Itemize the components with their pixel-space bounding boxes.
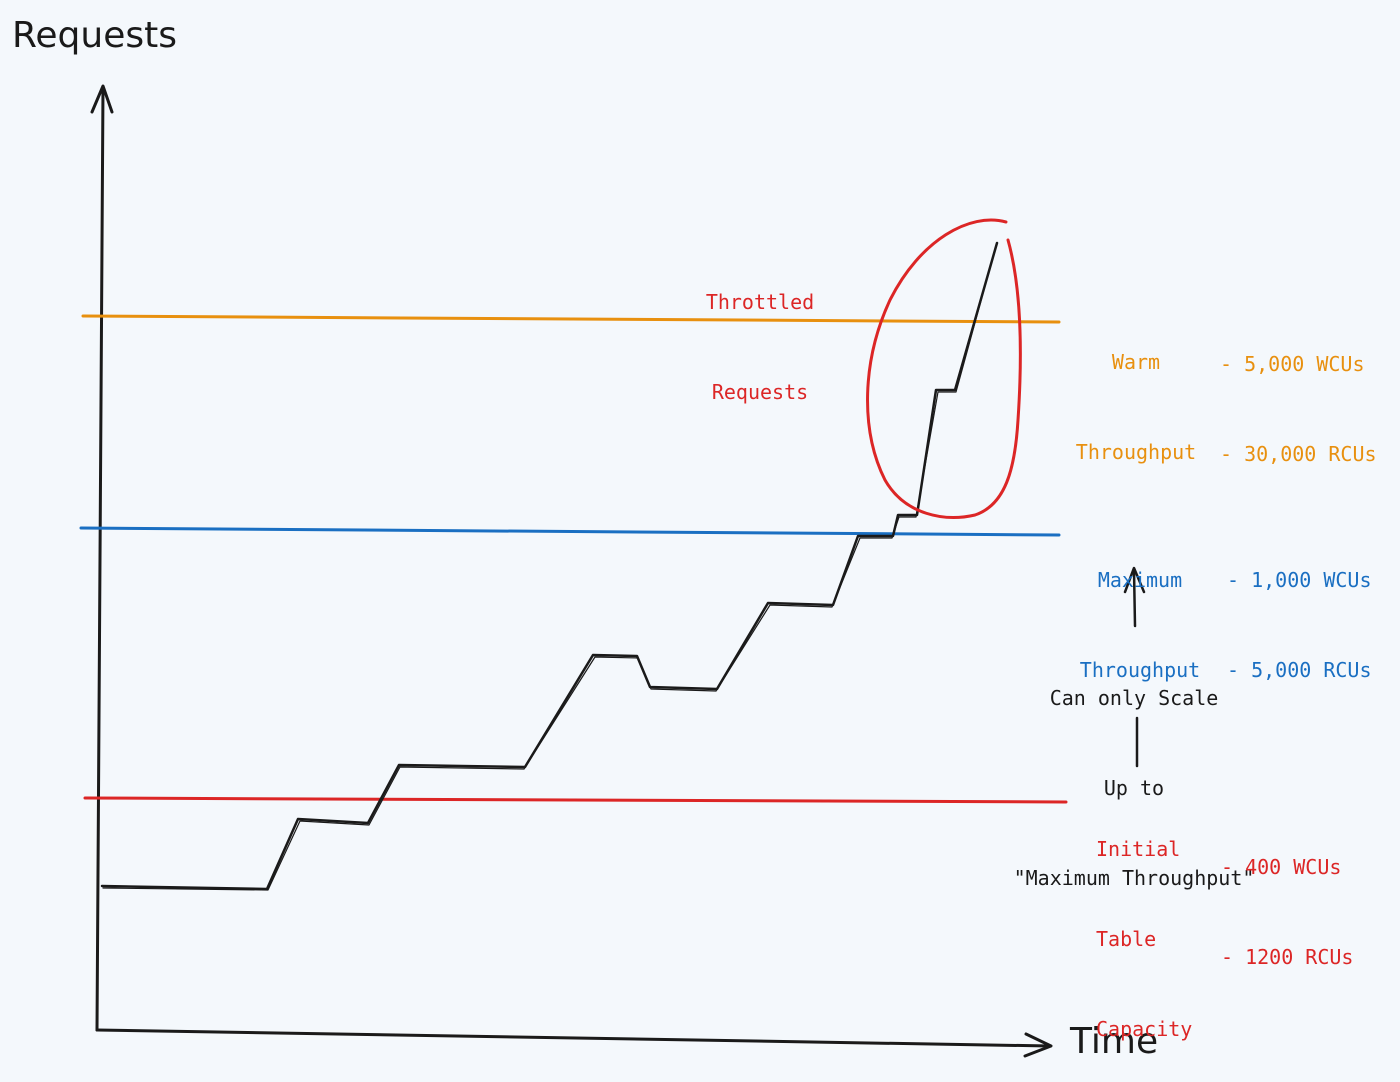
y-axis-arrowhead (90, 84, 114, 114)
maximum-label-line2: Throughput (1079, 658, 1201, 682)
warm-rcu: - 30,000 RCUs (1220, 442, 1377, 466)
initial-capacity-line (83, 796, 1068, 804)
scale-note-line2: Up to (1103, 776, 1165, 800)
initial-label-line2: Table (1096, 927, 1157, 951)
scale-note-line3: "Maximum Throughput" (1013, 866, 1255, 890)
warm-label-line2: Throughput (1075, 440, 1197, 464)
initial-label-line3: Capacity (1096, 1017, 1193, 1041)
y-axis (95, 86, 105, 1032)
maximum-capacity-values: - 1,000 WCUs - 5,000 RCUs (1227, 505, 1372, 715)
scale-up-arrowhead (1123, 566, 1146, 594)
scale-up-arrow-shaft-upper (1132, 568, 1137, 628)
maximum-throughput-line (79, 526, 1061, 537)
initial-wcu: - 400 WCUs (1221, 855, 1342, 879)
x-axis-arrowhead (1023, 1032, 1053, 1058)
x-axis-title: Time (1070, 1021, 1159, 1062)
throttled-label-line2: Requests (711, 380, 809, 404)
warm-throughput-label: Warm Throughput (1066, 287, 1206, 497)
maximum-wcu: - 1,000 WCUs (1227, 568, 1372, 592)
warm-capacity-values: - 5,000 WCUs - 30,000 RCUs (1220, 289, 1377, 499)
throttled-label-line1: Throttled (705, 290, 815, 314)
throttled-label: Throttled Requests (690, 227, 830, 437)
maximum-label-line1: Maximum (1097, 568, 1183, 592)
scale-up-note: Can only Scale Up to "Maximum Throughput… (1000, 623, 1268, 923)
initial-rcu: - 1200 RCUs (1221, 945, 1354, 969)
x-axis (95, 1028, 1052, 1048)
maximum-throughput-label: Maximum Throughput (1070, 505, 1210, 715)
initial-label-line1: Initial (1096, 837, 1181, 861)
request-curve (100, 241, 999, 891)
request-curve-sketch (102, 245, 997, 891)
y-axis-title: Requests (12, 15, 177, 56)
warm-throughput-line (81, 314, 1061, 324)
scale-note-line1: Can only Scale (1049, 686, 1219, 710)
warm-wcu: - 5,000 WCUs (1220, 352, 1365, 376)
maximum-rcu: - 5,000 RCUs (1227, 658, 1372, 682)
throttled-region-circle (866, 218, 1022, 519)
initial-capacity-values: - 400 WCUs - 1200 RCUs (1221, 792, 1353, 1002)
initial-capacity-label: Initial Table Capacity (1096, 774, 1192, 1074)
warm-label-line1: Warm (1111, 350, 1161, 374)
